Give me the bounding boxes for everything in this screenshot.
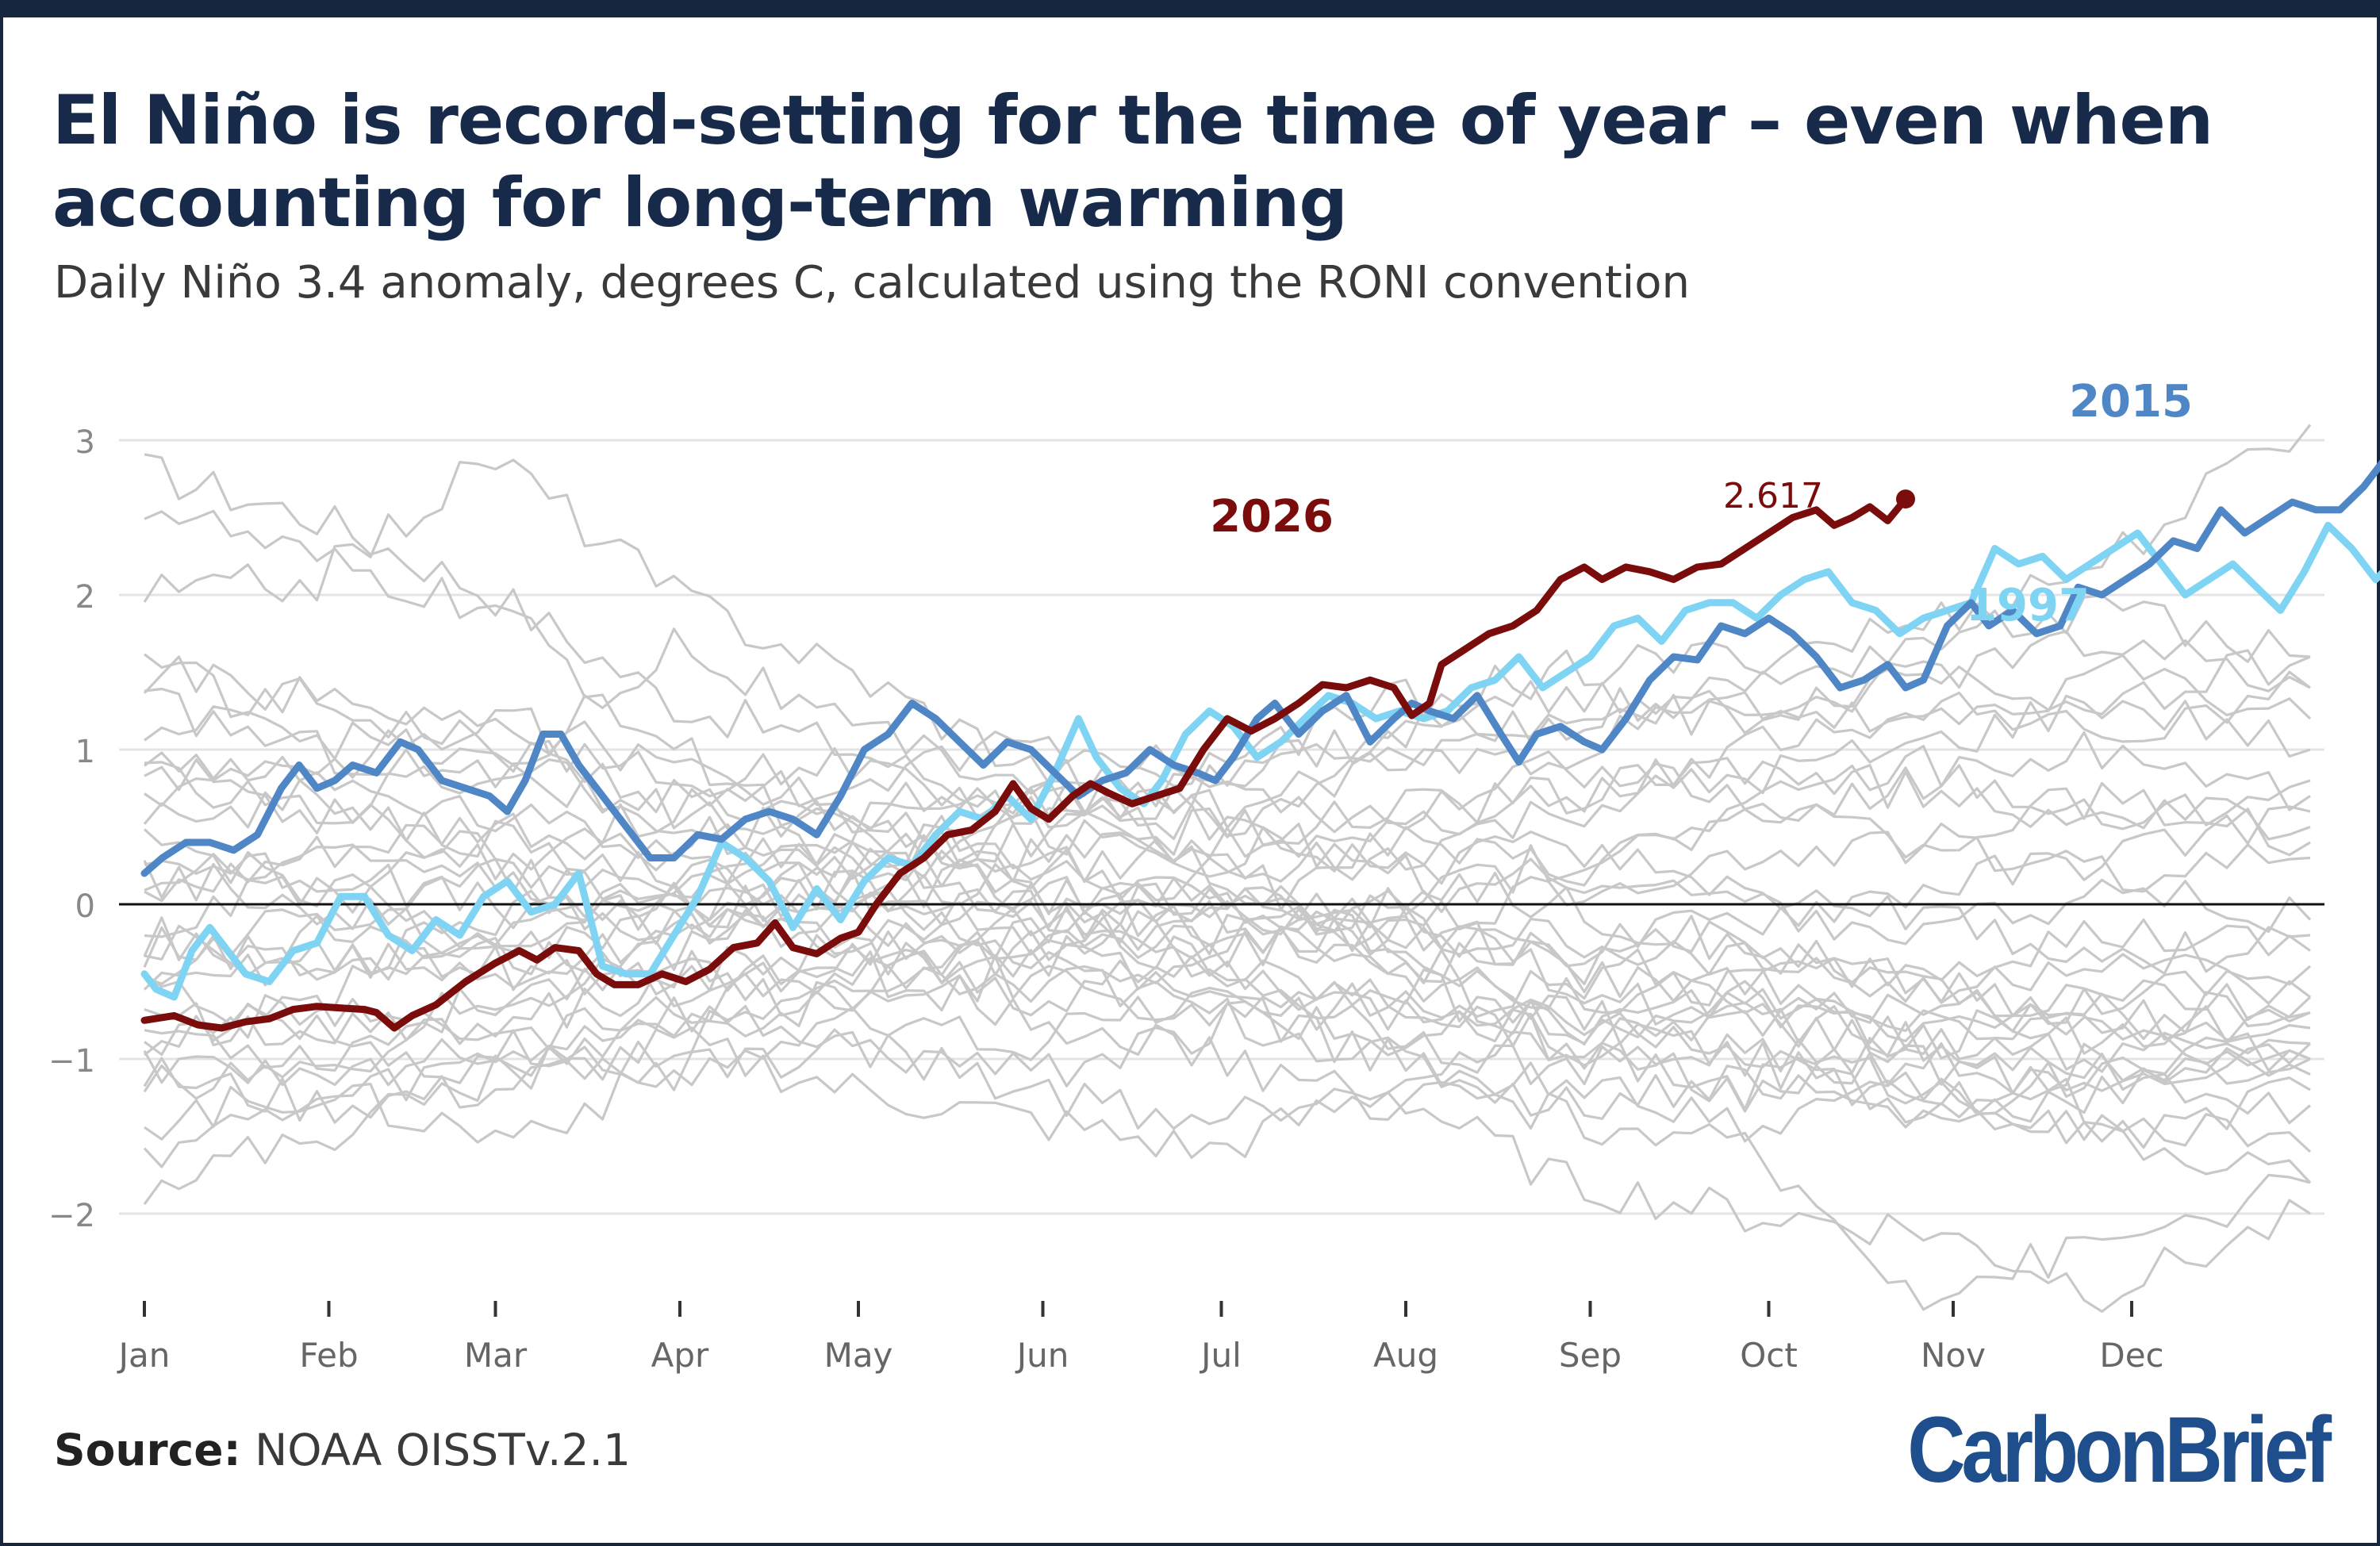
chart-subtitle: Daily Niño 3.4 anomaly, degrees C, calcu… <box>54 257 1690 309</box>
background-year-line <box>144 694 2311 1046</box>
background-year-line <box>144 509 2312 1184</box>
background-year-line <box>143 907 2312 1100</box>
background-year-line <box>143 1026 2311 1313</box>
end-point-2026 <box>1896 489 1915 509</box>
x-tick-label: Dec <box>2099 1336 2163 1375</box>
y-tick-label: 2 <box>75 579 95 616</box>
highlight-series <box>140 459 2380 1032</box>
background-year-line <box>144 627 2311 1073</box>
y-tick-label: −2 <box>48 1198 95 1234</box>
series-label-1997: 1997 <box>1966 580 2090 631</box>
background-year-line <box>144 875 2311 1031</box>
y-tick-label: 1 <box>75 734 95 770</box>
background-year-line <box>144 882 2311 1084</box>
series-label-2015: 2015 <box>2069 376 2193 428</box>
background-year-line <box>144 670 2311 836</box>
x-tick-label: Jun <box>1015 1336 1069 1375</box>
background-year-line <box>143 594 2311 991</box>
series-label-2026: 2026 <box>1210 491 1334 543</box>
background-year-line <box>143 745 2311 996</box>
x-tick-label: Jan <box>117 1336 171 1375</box>
background-year-line <box>143 996 2312 1168</box>
x-tick-label: Aug <box>1373 1336 1438 1375</box>
x-tick-label: May <box>824 1336 893 1375</box>
source-label: Source: <box>54 1425 241 1475</box>
x-axis-ticks: Jan Feb Mar Apr May Jun Jul Aug Sep Oct Nov Dec <box>117 1301 2164 1375</box>
background-years <box>143 424 2312 1313</box>
x-tick-label: Mar <box>464 1336 528 1375</box>
background-year-line <box>144 751 2311 996</box>
background-year-line <box>144 761 2311 1111</box>
carbonbrief-logo: CarbonBrief <box>1907 1398 2332 1502</box>
background-year-line <box>144 424 2312 1072</box>
background-year-line <box>144 869 2311 1067</box>
background-year-line <box>143 655 2311 1091</box>
background-year-line <box>144 986 2312 1144</box>
background-year-line <box>144 453 2311 1124</box>
gridlines <box>119 439 2324 1215</box>
chart-title: El Niño is record-setting for the time o… <box>52 81 2213 243</box>
series-labels: 2015 1997 2026 2.617 <box>1210 376 2193 631</box>
background-year-line <box>144 857 2312 1057</box>
background-year-line <box>143 969 2311 1091</box>
source-text: NOAA OISSTv.2.1 <box>255 1425 631 1475</box>
background-year-line <box>144 707 2311 975</box>
x-tick-label: Oct <box>1740 1336 1798 1375</box>
series-line-2026 <box>140 495 1910 1032</box>
y-tick-label: 0 <box>75 888 95 925</box>
x-tick-label: Jul <box>1199 1336 1242 1375</box>
x-tick-label: Sep <box>1559 1336 1622 1375</box>
y-tick-label: 3 <box>75 424 95 461</box>
background-year-line <box>144 758 2312 1153</box>
x-tick-label: Nov <box>1921 1336 1986 1375</box>
y-tick-label: −1 <box>48 1043 95 1080</box>
background-year-line <box>143 930 2311 1311</box>
source-note: Source: NOAA OISSTv.2.1 <box>54 1422 631 1478</box>
end-value-label: 2.617 <box>1723 476 1823 516</box>
x-tick-label: Apr <box>651 1336 709 1375</box>
background-year-line <box>144 731 2311 961</box>
x-tick-label: Feb <box>299 1336 358 1375</box>
y-axis-ticks: 3 2 1 0 −1 −2 <box>48 424 95 1234</box>
